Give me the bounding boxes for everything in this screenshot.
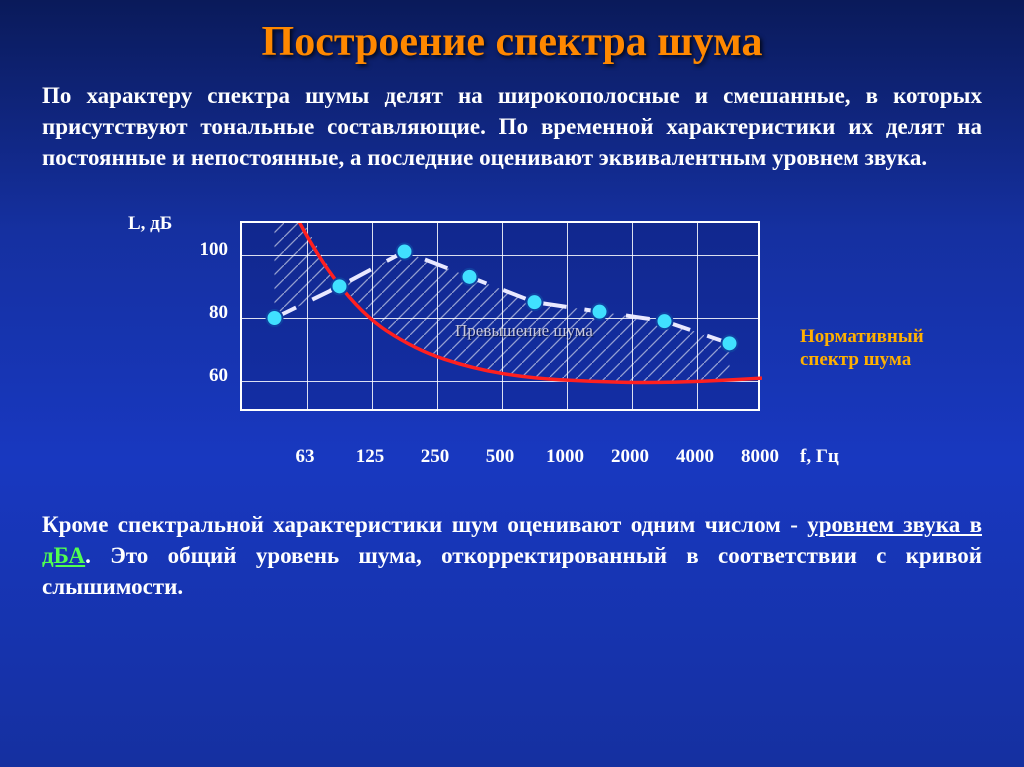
- x-tick-2: 250: [421, 446, 450, 468]
- legend-line2: спектр шума: [800, 349, 911, 370]
- x-tick-6: 4000: [676, 446, 714, 468]
- chart-svg: [242, 223, 762, 413]
- bottom-underline: уровнем звука в: [807, 512, 982, 537]
- legend-line1: Нормативный: [800, 326, 924, 347]
- bottom-accent: дБА: [42, 543, 85, 568]
- x-tick-5: 2000: [611, 446, 649, 468]
- bottom-paragraph: Кроме спектральной характеристики шум оц…: [0, 491, 1024, 602]
- x-tick-4: 1000: [546, 446, 584, 468]
- slide-title: Построение спектра шума: [0, 0, 1024, 80]
- y-axis-label: L, дБ: [128, 213, 172, 235]
- x-tick-3: 500: [486, 446, 515, 468]
- hatch-label: Превышение шума: [455, 321, 593, 341]
- y-tick-60: 60: [188, 365, 228, 387]
- bottom-pre: Кроме спектральной характеристики шум оц…: [42, 512, 807, 537]
- x-axis-label: f, Гц: [800, 446, 839, 468]
- bottom-post: . Это общий уровень шума, откорректирова…: [42, 543, 982, 599]
- y-tick-100: 100: [188, 239, 228, 261]
- x-tick-0: 63: [296, 446, 315, 468]
- chart-section: L, дБ 100 80 60 Превыше: [0, 191, 1024, 491]
- chart-plot-area: [240, 221, 760, 411]
- x-tick-1: 125: [356, 446, 385, 468]
- x-tick-7: 8000: [741, 446, 779, 468]
- intro-paragraph: По характеру спектра шумы делят на широк…: [0, 80, 1024, 173]
- legend-normative: Нормативный спектр шума: [800, 326, 924, 372]
- y-tick-80: 80: [188, 302, 228, 324]
